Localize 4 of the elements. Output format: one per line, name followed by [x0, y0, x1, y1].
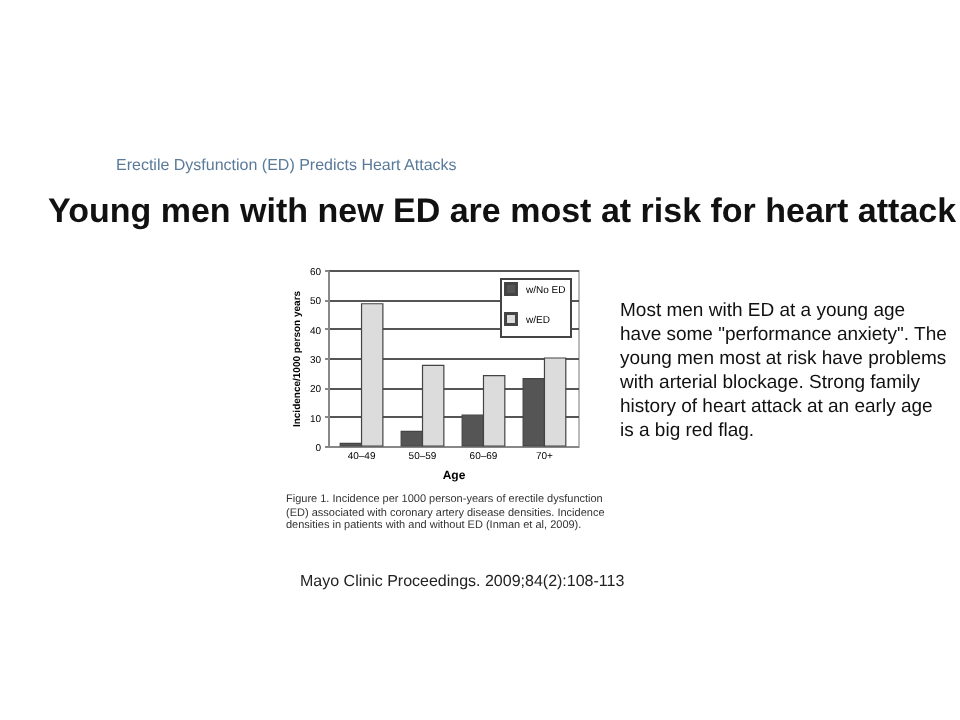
- chart-subtitle: Erectile Dysfunction (ED) Predicts Heart Attacks: [116, 156, 457, 174]
- text: Most men with ED at a young age have some "performance anxiety". The young men most at risk have problems with arterial blockage. Strong family history of heart attack at an early age is a big red flag.: [620, 300, 949, 444]
- text: Mayo Clinic Proceedings. 2009;84(2):108-113: [300, 572, 625, 590]
- chart-title: Young men with new ED are most at risk for heart attack: [48, 192, 957, 232]
